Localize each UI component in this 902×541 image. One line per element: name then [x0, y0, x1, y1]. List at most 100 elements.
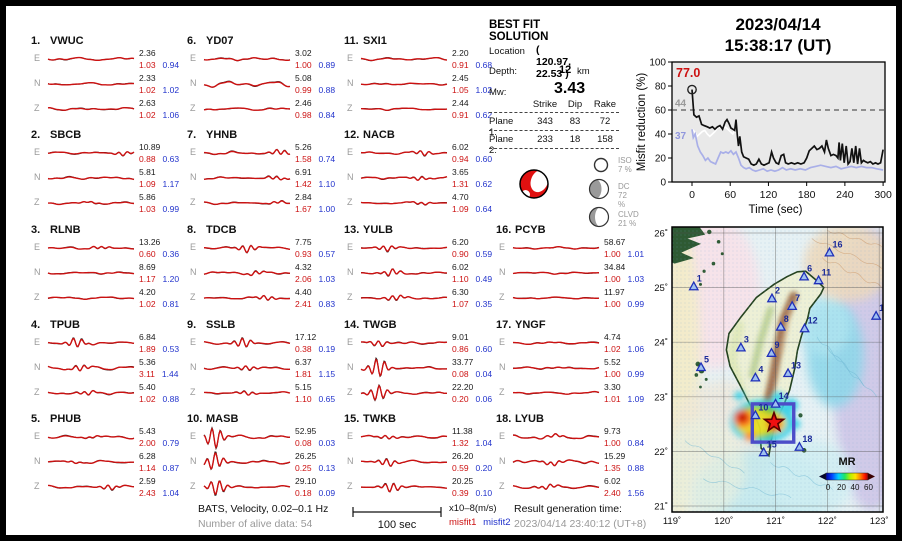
amplitude-value: 5.08 — [295, 73, 312, 83]
map-station-marker: 15 — [758, 439, 777, 457]
map-lon-label: 122˚ — [818, 516, 837, 527]
map-lat-label: 22˚ — [654, 447, 668, 458]
misfit2-value: 1.04 — [162, 488, 180, 498]
station-header: 5. PHUB — [31, 413, 81, 425]
station-triangle-icon — [735, 341, 747, 352]
colorbar — [825, 472, 869, 481]
component-label: Z — [499, 481, 505, 491]
map-lon-label: 119˚ — [663, 516, 681, 527]
misfit2-value: 0.81 — [162, 299, 180, 309]
misfit-xtick: 120 — [760, 189, 778, 201]
misfit2-value: 0.94 — [162, 60, 180, 70]
misfit2-value: 0.88 — [318, 85, 336, 95]
misfit-values: 1.00 0.89 — [295, 60, 335, 70]
misfit1-value: 1.00 — [295, 60, 312, 70]
dc-icon — [588, 178, 610, 200]
misfit1-value: 1.02 — [139, 394, 156, 404]
misfit-values: 1.09 0.64 — [452, 204, 492, 214]
station-triangle-icon — [766, 292, 778, 303]
misfit-values: 1.58 0.74 — [295, 154, 335, 164]
waveform-trace — [360, 175, 448, 182]
data-source-note: BATS, Velocity, 0.02–0.1 Hz — [198, 503, 329, 515]
station-header: 1. VWUC — [31, 35, 84, 47]
component-label: Z — [190, 197, 196, 207]
component-label: E — [190, 147, 197, 157]
waveform-trace — [512, 296, 600, 300]
misfit1-value: 1.31 — [452, 179, 469, 189]
misfit-ytick: 100 — [649, 58, 666, 69]
waveform-trace — [203, 244, 291, 254]
misfit-xlabel: Time (sec) — [748, 204, 803, 216]
station-header: 8. TDCB — [187, 224, 237, 236]
component-label: N — [34, 267, 41, 277]
amplitude-value: 11.97 — [604, 287, 625, 297]
station-triangle-icon — [750, 371, 761, 382]
misfit1-value: 1.89 — [139, 344, 156, 354]
amplitude-value: 5.40 — [139, 382, 156, 392]
component-label: Z — [190, 292, 196, 302]
amplitude-value: 2.84 — [295, 192, 312, 202]
waveform-trace — [512, 246, 600, 250]
col-dip: Dip — [567, 99, 583, 110]
plane1-label: Plane 1: — [489, 116, 514, 138]
amplitude-value: 5.81 — [139, 167, 156, 177]
station-id-label: 17 — [879, 303, 889, 313]
misfit2-value: 0.65 — [318, 394, 336, 404]
station-header: 17. YNGF — [496, 319, 546, 331]
component-label: E — [499, 242, 506, 252]
amplitude-value: 33.77 — [452, 357, 474, 367]
station-number: 6. — [187, 35, 197, 47]
waveform-trace — [512, 459, 600, 467]
amplitude-value: 5.26 — [295, 142, 312, 152]
misfit-values: 3.11 1.44 — [139, 369, 178, 379]
misfit1-value: 0.08 — [295, 438, 312, 448]
waveform-trace — [360, 245, 448, 253]
table-divider — [489, 130, 619, 131]
station-header: 16. PCYB — [496, 224, 546, 236]
station-name: YNGF — [515, 319, 546, 331]
misfit-series-white-reference — [691, 125, 740, 138]
amplitude-value: 5.15 — [295, 382, 312, 392]
component-label: E — [34, 337, 41, 347]
misfit-values: 0.59 0.20 — [452, 463, 492, 473]
station-triangle-icon — [750, 409, 761, 420]
misfit-values: 0.25 0.13 — [295, 463, 335, 473]
amplitude-value: 20.25 — [452, 476, 474, 486]
component-label: N — [347, 267, 354, 277]
depth-label: Depth: — [489, 66, 517, 77]
waveform-trace — [47, 107, 135, 111]
event-datetime: 2023/04/14 15:38:17 (UT) — [658, 14, 898, 56]
misfit-values: 1.32 1.04 — [452, 438, 492, 448]
station-name: NACB — [363, 129, 395, 141]
station-name: MASB — [206, 413, 239, 425]
depth-value: 12 — [559, 64, 572, 76]
misfit-values: 2.41 0.83 — [295, 299, 335, 309]
misfit-values: 0.08 0.04 — [452, 369, 492, 379]
station-number: 10. — [187, 413, 203, 425]
misfit-series-misfit1-black — [691, 89, 884, 167]
misfit2-value: 1.03 — [627, 274, 645, 284]
station-name: TPUB — [50, 319, 80, 331]
station-triangle-icon — [799, 322, 810, 333]
station-header: 18. LYUB — [496, 413, 544, 425]
misfit-values: 0.99 0.88 — [295, 85, 335, 95]
station-header: 12. NACB — [344, 129, 395, 141]
amplitude-value: 3.65 — [452, 167, 469, 177]
station-number: 17. — [496, 319, 512, 331]
component-label: Z — [190, 481, 196, 491]
misfit1-value: 1.10 — [452, 274, 469, 284]
waveform-trace — [47, 434, 135, 440]
map-station-marker: 8 — [775, 314, 789, 331]
station-number: 8. — [187, 224, 197, 236]
station-id-label: 12 — [808, 316, 818, 326]
misfit1-value: 0.90 — [452, 249, 469, 259]
misfit2-value: 1.03 — [318, 274, 336, 284]
misfit2-value: 0.60 — [475, 154, 493, 164]
station-triangle-icon — [870, 310, 882, 320]
station-name: TWKB — [363, 413, 396, 425]
amplitude-value: 6.91 — [295, 167, 312, 177]
amplitude-value: 26.20 — [452, 451, 474, 461]
misfit2-value: 1.02 — [475, 85, 493, 95]
component-label: E — [347, 431, 354, 441]
misfit2-value: 0.35 — [475, 299, 493, 309]
